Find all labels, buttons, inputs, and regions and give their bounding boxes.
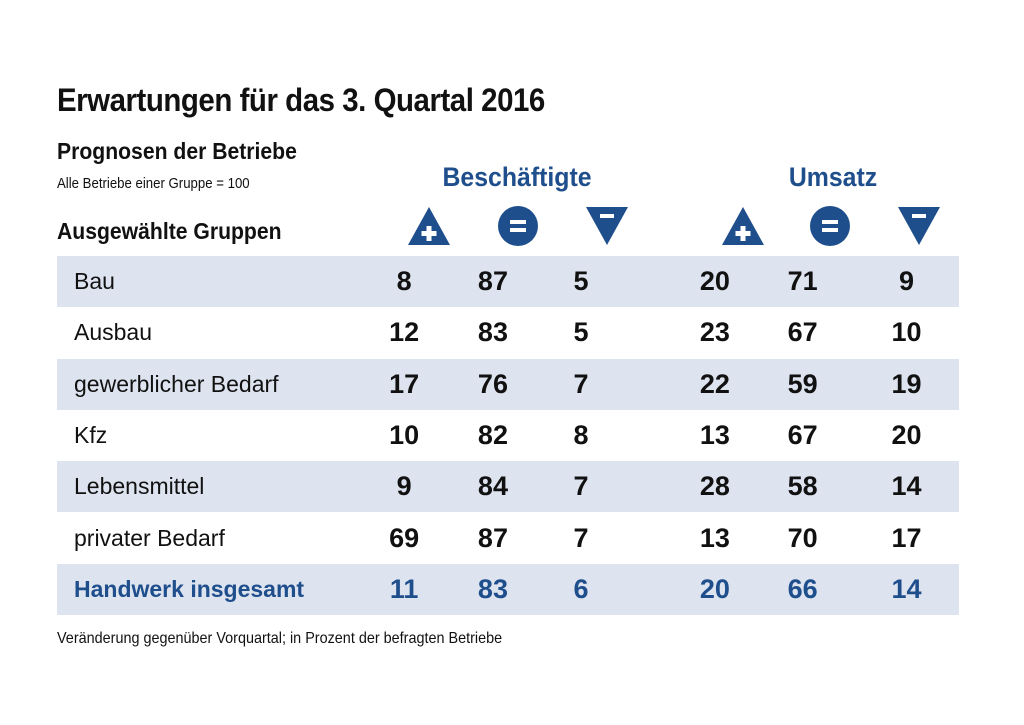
value-beschaeftigte-equal: 83	[439, 563, 547, 616]
equals-circle-icon	[498, 206, 538, 246]
column-gap	[615, 461, 679, 513]
value-beschaeftigte-equal: 87	[439, 256, 547, 308]
column-gap	[615, 256, 679, 308]
table-row: Ausbau 12 83 5 23 67 10	[57, 307, 959, 358]
value-umsatz-plus: 13	[699, 522, 730, 553]
value-beschaeftigte-plus: 8	[369, 256, 440, 308]
table-row: Bau 8 87 5 20 71 9	[57, 256, 959, 308]
value-beschaeftigte-plus: 10	[389, 420, 420, 451]
value-umsatz-plus: 28	[678, 461, 752, 513]
value-umsatz-minus: 14	[854, 461, 959, 513]
value-beschaeftigte-minus: 7	[546, 358, 616, 410]
table-row: privater Bedarf 69 87 7 13 70 17	[57, 512, 959, 563]
value-umsatz-minus: 17	[891, 522, 922, 553]
value-beschaeftigte-equal: 84	[439, 461, 547, 513]
subtitle: Prognosen der Betriebe	[57, 138, 297, 164]
column-gap	[615, 563, 679, 616]
section-heading-beschaeftigte: Beschäftigte	[442, 162, 592, 192]
value-umsatz-minus: 14	[854, 563, 959, 616]
value-beschaeftigte-minus: 7	[573, 522, 589, 553]
value-umsatz-equal: 58	[751, 461, 855, 513]
column-gap	[615, 410, 678, 461]
row-label: Lebensmittel	[57, 461, 370, 513]
value-beschaeftigte-plus: 69	[389, 522, 420, 553]
section-heading-umsatz: Umsatz	[788, 162, 878, 192]
value-beschaeftigte-plus: 11	[369, 563, 440, 616]
value-umsatz-equal: 70	[787, 522, 818, 553]
value-umsatz-plus: 13	[699, 420, 730, 451]
table-row: Kfz 10 82 8 13 67 20	[57, 410, 959, 461]
row-label: privater Bedarf	[74, 524, 225, 551]
value-umsatz-equal: 67	[787, 420, 818, 451]
table-row: gewerblicher Bedarf 17 76 7 22 59 19	[57, 358, 959, 410]
row-label: Ausbau	[74, 319, 153, 346]
column-gap	[615, 358, 679, 410]
value-beschaeftigte-minus: 7	[546, 461, 616, 513]
value-beschaeftigte-minus: 6	[546, 563, 616, 616]
value-umsatz-minus: 20	[891, 420, 922, 451]
row-label: gewerblicher Bedarf	[57, 358, 370, 410]
column-gap	[615, 307, 678, 358]
value-beschaeftigte-equal: 83	[477, 317, 508, 348]
table-row: Lebensmittel 9 84 7 28 58 14	[57, 461, 959, 513]
data-table: Bau 8 87 5 20 71 9 Ausbau 12 83 5 23 67 10 gewerbliche…	[57, 256, 959, 616]
column-gap	[615, 512, 678, 563]
row-label: Bau	[57, 256, 370, 308]
value-beschaeftigte-minus: 5	[546, 256, 616, 308]
value-umsatz-plus: 20	[678, 563, 752, 616]
value-beschaeftigte-equal: 82	[477, 420, 508, 451]
value-beschaeftigte-minus: 8	[573, 420, 589, 451]
value-beschaeftigte-minus: 5	[573, 317, 589, 348]
equals-circle-icon	[810, 206, 850, 246]
row-label: Kfz	[74, 422, 108, 449]
value-umsatz-plus: 20	[678, 256, 752, 308]
groups-label: Ausgewählte Gruppen	[57, 218, 282, 244]
value-umsatz-minus: 10	[891, 317, 922, 348]
value-beschaeftigte-equal: 76	[439, 358, 547, 410]
value-umsatz-equal: 67	[787, 317, 818, 348]
total-row: Handwerk insgesamt 11 83 6 20 66 14	[57, 563, 959, 616]
base-note: Alle Betriebe einer Gruppe = 100	[57, 175, 250, 192]
minus-triangle-down-icon	[586, 207, 628, 245]
value-beschaeftigte-equal: 87	[477, 522, 508, 553]
value-umsatz-equal: 66	[751, 563, 855, 616]
value-umsatz-equal: 71	[751, 256, 855, 308]
value-umsatz-minus: 19	[854, 358, 959, 410]
value-beschaeftigte-plus: 9	[369, 461, 440, 513]
footnote: Veränderung gegenüber Vorquartal; in Pro…	[57, 630, 503, 647]
plus-triangle-up-icon	[408, 207, 450, 245]
row-label: Handwerk insgesamt	[57, 563, 370, 616]
value-beschaeftigte-plus: 17	[369, 358, 440, 410]
minus-triangle-down-icon	[898, 207, 940, 245]
value-umsatz-minus: 9	[854, 256, 959, 308]
page-title: Erwartungen für das 3. Quartal 2016	[57, 82, 545, 118]
plus-triangle-up-icon	[722, 207, 764, 245]
value-umsatz-plus: 22	[678, 358, 752, 410]
value-beschaeftigte-plus: 12	[389, 317, 420, 348]
value-umsatz-equal: 59	[751, 358, 855, 410]
value-umsatz-plus: 23	[699, 317, 730, 348]
